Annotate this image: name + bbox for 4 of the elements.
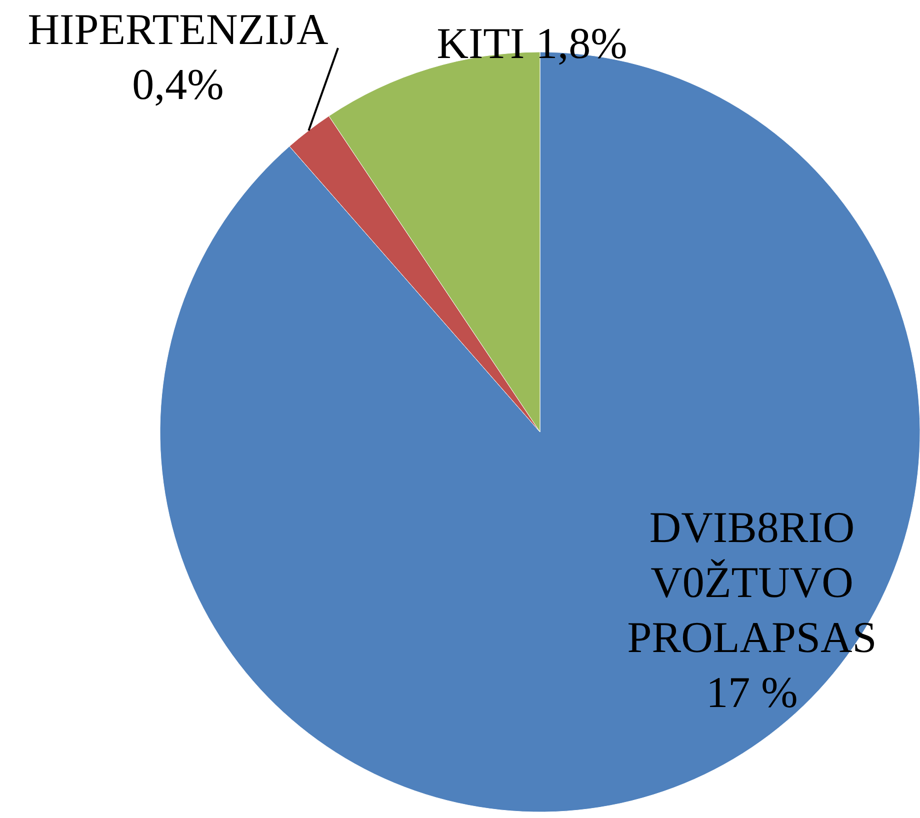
slice-label: KITI 1,8% [436, 19, 628, 68]
data-label: 17 % [706, 668, 798, 717]
data-label: 0,4% [132, 60, 224, 109]
slice-label: HIPERTENZIJA [28, 5, 328, 54]
